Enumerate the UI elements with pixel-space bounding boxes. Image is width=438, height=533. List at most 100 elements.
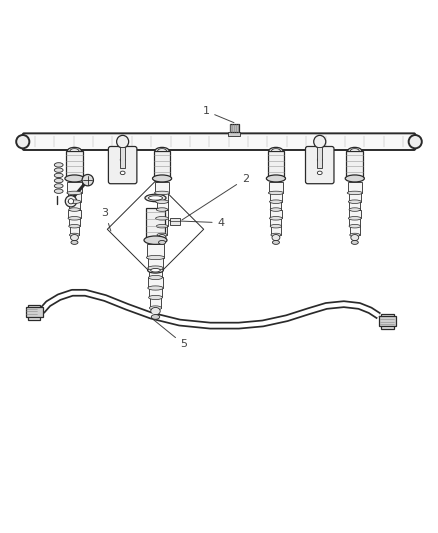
- Ellipse shape: [156, 208, 168, 211]
- Bar: [350, 226, 360, 235]
- Ellipse shape: [272, 235, 280, 241]
- Ellipse shape: [149, 306, 162, 310]
- Circle shape: [68, 199, 74, 204]
- Text: 2: 2: [182, 174, 249, 220]
- Bar: [149, 268, 162, 278]
- Ellipse shape: [158, 149, 166, 153]
- Bar: [148, 278, 163, 288]
- Ellipse shape: [269, 216, 283, 220]
- Ellipse shape: [350, 233, 360, 237]
- Ellipse shape: [68, 216, 81, 220]
- Ellipse shape: [271, 233, 281, 237]
- Ellipse shape: [314, 135, 326, 148]
- Ellipse shape: [71, 235, 78, 241]
- Ellipse shape: [151, 308, 160, 315]
- Ellipse shape: [148, 286, 163, 290]
- Ellipse shape: [148, 196, 162, 200]
- Ellipse shape: [317, 158, 322, 161]
- Ellipse shape: [54, 189, 63, 193]
- Ellipse shape: [148, 266, 163, 270]
- Bar: [156, 219, 167, 226]
- Bar: [270, 209, 282, 219]
- Bar: [270, 193, 282, 201]
- Bar: [156, 209, 168, 219]
- Ellipse shape: [348, 147, 362, 155]
- Ellipse shape: [120, 171, 125, 175]
- Bar: [271, 201, 281, 209]
- Ellipse shape: [148, 295, 162, 300]
- Ellipse shape: [350, 149, 359, 153]
- Ellipse shape: [54, 184, 63, 188]
- Bar: [381, 314, 394, 329]
- Ellipse shape: [148, 268, 163, 273]
- Ellipse shape: [151, 269, 160, 272]
- Ellipse shape: [16, 135, 29, 148]
- Ellipse shape: [69, 233, 80, 237]
- Ellipse shape: [144, 236, 167, 245]
- Ellipse shape: [317, 171, 322, 175]
- Ellipse shape: [269, 147, 283, 155]
- Bar: [230, 124, 239, 133]
- Bar: [68, 193, 81, 201]
- Bar: [66, 151, 83, 179]
- Bar: [69, 201, 80, 209]
- Bar: [68, 209, 81, 219]
- Bar: [348, 182, 362, 193]
- Ellipse shape: [347, 191, 362, 195]
- Ellipse shape: [146, 255, 165, 260]
- Ellipse shape: [71, 240, 78, 245]
- Ellipse shape: [351, 240, 358, 245]
- Ellipse shape: [158, 235, 166, 241]
- Bar: [268, 151, 284, 179]
- Ellipse shape: [145, 194, 166, 201]
- Bar: [350, 219, 360, 226]
- Ellipse shape: [152, 175, 172, 182]
- Bar: [271, 226, 281, 235]
- Bar: [156, 201, 167, 209]
- Ellipse shape: [65, 175, 84, 182]
- Circle shape: [82, 174, 93, 186]
- Bar: [155, 182, 169, 193]
- Ellipse shape: [117, 135, 129, 148]
- Ellipse shape: [69, 208, 80, 211]
- Bar: [28, 304, 40, 320]
- Ellipse shape: [68, 200, 81, 204]
- Bar: [148, 257, 163, 268]
- Bar: [379, 316, 396, 326]
- Text: 4: 4: [169, 217, 225, 228]
- Ellipse shape: [269, 200, 283, 204]
- Ellipse shape: [272, 149, 280, 153]
- Ellipse shape: [54, 179, 63, 183]
- FancyBboxPatch shape: [23, 133, 415, 150]
- Bar: [150, 297, 161, 308]
- Ellipse shape: [349, 224, 360, 228]
- Text: 3: 3: [102, 208, 111, 231]
- FancyBboxPatch shape: [109, 147, 137, 184]
- Ellipse shape: [409, 135, 422, 148]
- Ellipse shape: [159, 240, 166, 245]
- Ellipse shape: [148, 276, 162, 280]
- Bar: [269, 182, 283, 193]
- Bar: [147, 245, 164, 257]
- Bar: [67, 182, 82, 193]
- Bar: [26, 307, 43, 317]
- Ellipse shape: [67, 191, 82, 195]
- Bar: [350, 201, 360, 209]
- Bar: [349, 193, 361, 201]
- Bar: [145, 207, 166, 240]
- Circle shape: [65, 196, 77, 207]
- Bar: [149, 288, 162, 297]
- Bar: [69, 219, 80, 226]
- Text: 5: 5: [153, 319, 187, 350]
- Ellipse shape: [54, 163, 63, 167]
- Ellipse shape: [156, 224, 168, 228]
- Ellipse shape: [349, 208, 360, 211]
- Bar: [317, 147, 322, 168]
- Ellipse shape: [345, 175, 364, 182]
- Ellipse shape: [266, 175, 286, 182]
- Ellipse shape: [120, 158, 125, 161]
- Ellipse shape: [272, 240, 279, 245]
- Ellipse shape: [70, 149, 79, 153]
- Ellipse shape: [155, 200, 169, 204]
- Bar: [70, 226, 79, 235]
